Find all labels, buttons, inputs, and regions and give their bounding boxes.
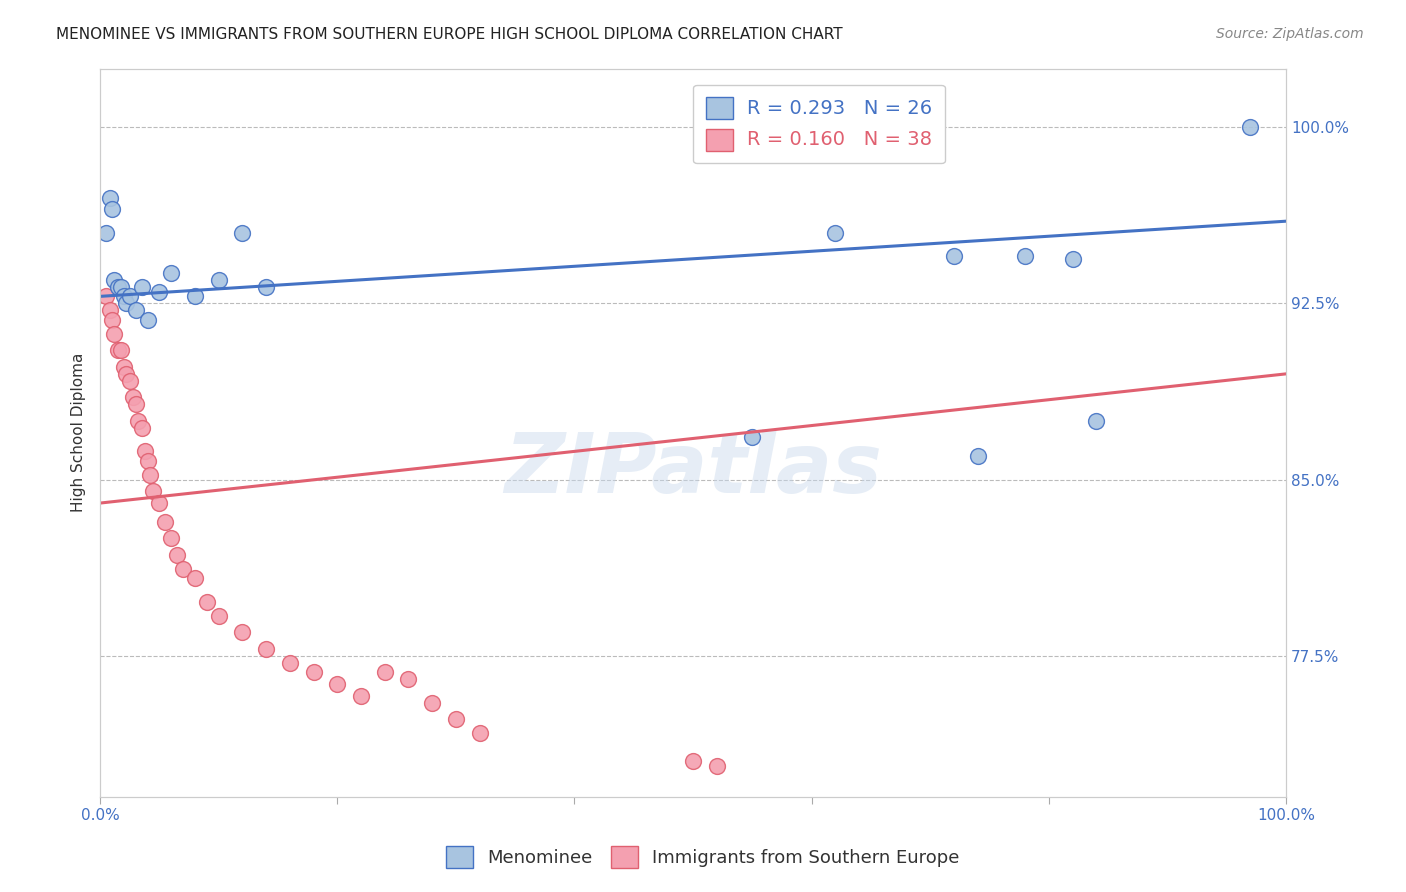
Point [103, 326, 125, 341]
Point [103, 273, 125, 287]
Point [110, 343, 132, 358]
Point [741, 430, 763, 444]
Point [824, 226, 846, 240]
Point [131, 421, 153, 435]
Point [942, 249, 965, 263]
Text: MENOMINEE VS IMMIGRANTS FROM SOUTHERN EUROPE HIGH SCHOOL DIPLOMA CORRELATION CHA: MENOMINEE VS IMMIGRANTS FROM SOUTHERN EU… [56, 27, 842, 42]
Point [107, 343, 129, 358]
Point [1085, 414, 1108, 428]
Point [139, 467, 162, 482]
Point [1062, 252, 1084, 266]
Point [122, 390, 145, 404]
Point [160, 531, 183, 545]
Point [118, 374, 141, 388]
Point [682, 755, 704, 769]
Point [166, 548, 188, 562]
Point [98, 303, 121, 318]
Point [302, 665, 325, 680]
Point [326, 677, 349, 691]
Point [350, 689, 373, 703]
Point [184, 289, 207, 303]
Point [231, 226, 253, 240]
Point [254, 641, 277, 656]
Point [278, 656, 301, 670]
Y-axis label: High School Diploma: High School Diploma [72, 353, 86, 512]
Point [254, 280, 277, 294]
Text: Source: ZipAtlas.com: Source: ZipAtlas.com [1216, 27, 1364, 41]
Point [101, 202, 124, 217]
Point [1239, 120, 1261, 135]
Point [125, 303, 148, 318]
Point [94, 226, 117, 240]
Point [706, 759, 728, 773]
Point [231, 625, 253, 640]
Point [134, 444, 156, 458]
Point [136, 454, 159, 468]
Point [1014, 249, 1036, 263]
Point [118, 289, 141, 303]
Point [112, 289, 135, 303]
Point [172, 562, 194, 576]
Point [160, 266, 183, 280]
Point [444, 712, 467, 726]
Point [148, 496, 170, 510]
Point [208, 273, 231, 287]
Point [148, 285, 170, 299]
Point [112, 359, 135, 374]
Point [208, 608, 231, 623]
Point [398, 672, 420, 686]
Point [98, 191, 121, 205]
Point [136, 313, 159, 327]
Point [195, 595, 218, 609]
Point [420, 696, 443, 710]
Point [155, 515, 177, 529]
Point [468, 726, 491, 740]
Point [966, 449, 988, 463]
Point [101, 313, 124, 327]
Point [127, 414, 149, 428]
Point [125, 397, 148, 411]
Point [115, 296, 138, 310]
Point [131, 280, 153, 294]
Point [184, 571, 207, 585]
Legend: R = 0.293   N = 26, R = 0.160   N = 38: R = 0.293 N = 26, R = 0.160 N = 38 [693, 85, 945, 163]
Text: ZIPatlas: ZIPatlas [505, 428, 882, 509]
Point [110, 280, 132, 294]
Point [115, 367, 138, 381]
Legend: Menominee, Immigrants from Southern Europe: Menominee, Immigrants from Southern Euro… [436, 835, 970, 879]
Point [94, 289, 117, 303]
Point [142, 484, 165, 499]
Point [374, 665, 396, 680]
Point [107, 280, 129, 294]
